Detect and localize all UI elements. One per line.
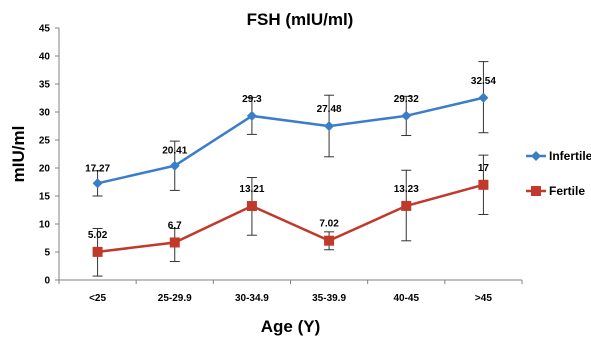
y-tick-label: 20 (39, 164, 51, 175)
y-tick-label: 0 (44, 276, 50, 287)
x-tick-label: <25 (89, 293, 106, 304)
x-tick-label: >45 (475, 293, 492, 304)
data-label: 17.27 (85, 163, 110, 174)
legend-item-fertile: Fertile (526, 184, 585, 198)
series-fertile: 5.02 6.7 13.21 7.02 13.23 17 (88, 154, 490, 277)
data-point (401, 110, 412, 121)
data-point (246, 201, 257, 212)
data-point (478, 179, 489, 190)
data-label: 27.48 (317, 104, 342, 115)
series-line (97, 183, 484, 254)
chart-title: FSH (mIU/ml) (247, 10, 354, 29)
series-line (97, 96, 484, 185)
data-point (324, 121, 335, 132)
data-point (324, 235, 335, 246)
x-tick-label: 35-39.9 (312, 293, 346, 304)
data-point (92, 178, 103, 189)
y-tick-label: 15 (39, 192, 51, 203)
data-label: 5.02 (88, 230, 108, 241)
y-tick-label: 45 (39, 24, 51, 35)
data-label: 13.23 (394, 184, 419, 195)
x-tick-label: 30-34.9 (235, 293, 269, 304)
data-label: 17 (478, 163, 490, 174)
data-label: 32.54 (471, 76, 496, 87)
y-tick-label: 30 (39, 108, 51, 119)
y-tick-label: 40 (39, 52, 51, 63)
data-label: 29.32 (394, 94, 419, 105)
y-tick-label: 35 (39, 80, 51, 91)
data-label: 7.02 (319, 219, 339, 230)
legend-item-infertile: Infertile (526, 149, 591, 163)
data-point (169, 237, 180, 248)
data-label: 6.7 (168, 220, 182, 231)
series-infertile: 17.27 20.41 29.3 27.48 29.32 32.54 (85, 61, 496, 197)
data-point (92, 246, 103, 257)
y-axis-title: mIU/ml (9, 126, 28, 183)
data-label: 20.41 (162, 146, 187, 157)
legend: Infertile Fertile (526, 149, 591, 198)
data-point (401, 200, 412, 211)
legend-marker (531, 151, 541, 161)
legend-marker (531, 186, 541, 196)
x-axis-title: Age (Y) (261, 317, 321, 336)
legend-label: Infertile (549, 149, 591, 163)
data-point (246, 110, 257, 121)
y-tick-label: 5 (44, 248, 50, 259)
data-label: 13.21 (239, 184, 264, 195)
axes: 0 5 10 15 20 25 30 35 40 45 <25 25-29.9 30-34.9 35-39… (39, 24, 523, 304)
y-tick-label: 25 (39, 136, 51, 147)
y-tick-label: 10 (39, 220, 51, 231)
x-tick-label: 40-45 (393, 293, 419, 304)
x-tick-label: 25-29.9 (158, 293, 192, 304)
data-point (478, 92, 489, 103)
legend-label: Fertile (549, 184, 585, 198)
data-label: 29.3 (242, 94, 262, 105)
data-point (169, 160, 180, 171)
series-layer: 17.27 20.41 29.3 27.48 29.32 32.54 5.02 6.7 13.2… (85, 61, 496, 277)
